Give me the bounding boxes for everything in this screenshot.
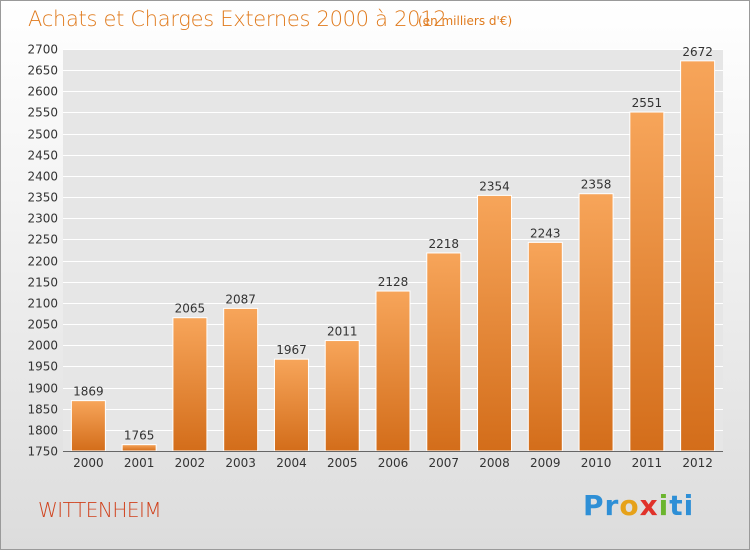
- value-label: 2243: [530, 226, 561, 240]
- x-tick-label: 2006: [378, 456, 409, 470]
- x-tick-label: 2002: [175, 456, 206, 470]
- y-tick-label: 2550: [27, 106, 58, 120]
- chart-subtitle: (en milliers d'€): [418, 14, 513, 28]
- y-tick-label: 2500: [27, 128, 58, 142]
- x-tick-label: 2003: [225, 456, 256, 470]
- value-label: 1869: [73, 385, 104, 399]
- logo-letter: x: [639, 489, 659, 522]
- bar-2001: [121, 444, 157, 452]
- bar-2002: [172, 317, 208, 452]
- y-axis: 1750 1800 1850 1900 1950 2000 2050 2100 2150 2200…: [27, 43, 58, 459]
- y-tick-label: 2150: [27, 276, 58, 290]
- x-axis: 2000 2001 2002 2003 2004 2005 2006 2007 2008 2009…: [73, 456, 713, 470]
- logo-letter: P: [583, 489, 605, 522]
- value-label: 2551: [632, 96, 663, 110]
- x-tick-label: 2001: [124, 456, 155, 470]
- y-tick-label: 1850: [27, 403, 58, 417]
- y-tick-label: 2450: [27, 149, 58, 163]
- bars: 1869 1765 2065 2087 1967 2011 2128 2218 2354 2243…: [70, 45, 716, 452]
- bar-2010: [578, 193, 614, 452]
- y-tick-label: 1750: [27, 445, 58, 459]
- y-tick-label: 2250: [27, 233, 58, 247]
- logo-letter: o: [619, 489, 640, 522]
- y-tick-label: 1950: [27, 360, 58, 374]
- logo-letter: i: [658, 489, 670, 522]
- y-tick-label: 2650: [27, 64, 58, 78]
- value-label: 2065: [175, 302, 206, 316]
- bar-2000: [70, 400, 106, 452]
- value-label: 2128: [378, 275, 409, 289]
- proxiti-logo: Proxiti: [583, 489, 694, 522]
- y-tick-label: 2350: [27, 191, 58, 205]
- x-tick-label: 2008: [479, 456, 510, 470]
- x-tick-label: 2009: [530, 456, 561, 470]
- bar-2006: [375, 290, 411, 452]
- y-tick-label: 2050: [27, 318, 58, 332]
- bar-2007: [426, 252, 462, 452]
- bar-2008: [477, 194, 513, 452]
- x-tick-label: 2010: [581, 456, 612, 470]
- chart-title: Achats et Charges Externes 2000 à 2012: [28, 7, 447, 31]
- x-tick-label: 2012: [682, 456, 713, 470]
- bar-2005: [324, 340, 360, 452]
- y-tick-label: 1800: [27, 424, 58, 438]
- logo-letter: r: [604, 489, 620, 522]
- x-tick-label: 2000: [73, 456, 104, 470]
- value-label: 2218: [428, 237, 459, 251]
- bar-2011: [629, 111, 665, 452]
- y-tick-label: 1900: [27, 382, 58, 396]
- y-tick-label: 2300: [27, 212, 58, 226]
- bar-2009: [527, 241, 563, 452]
- y-tick-label: 2400: [27, 170, 58, 184]
- bar-2004: [273, 358, 309, 452]
- bar-2012: [680, 60, 716, 452]
- value-label: 2354: [479, 179, 510, 193]
- y-tick-label: 2000: [27, 339, 58, 353]
- y-tick-label: 2100: [27, 297, 58, 311]
- x-tick-label: 2007: [428, 456, 459, 470]
- x-tick-label: 2005: [327, 456, 358, 470]
- value-label: 2011: [327, 325, 358, 339]
- value-label: 2087: [225, 292, 256, 306]
- x-tick-label: 2011: [632, 456, 663, 470]
- value-label: 1765: [124, 429, 155, 443]
- bar-2003: [223, 307, 259, 452]
- logo-letter: ti: [669, 489, 695, 522]
- y-tick-label: 2700: [27, 43, 58, 57]
- y-tick-label: 2200: [27, 255, 58, 269]
- x-tick-label: 2004: [276, 456, 307, 470]
- value-label: 2358: [581, 178, 612, 192]
- commune-name: WITTENHEIM: [38, 498, 162, 522]
- value-label: 2672: [682, 45, 713, 59]
- value-label: 1967: [276, 343, 307, 357]
- y-tick-label: 2600: [27, 85, 58, 99]
